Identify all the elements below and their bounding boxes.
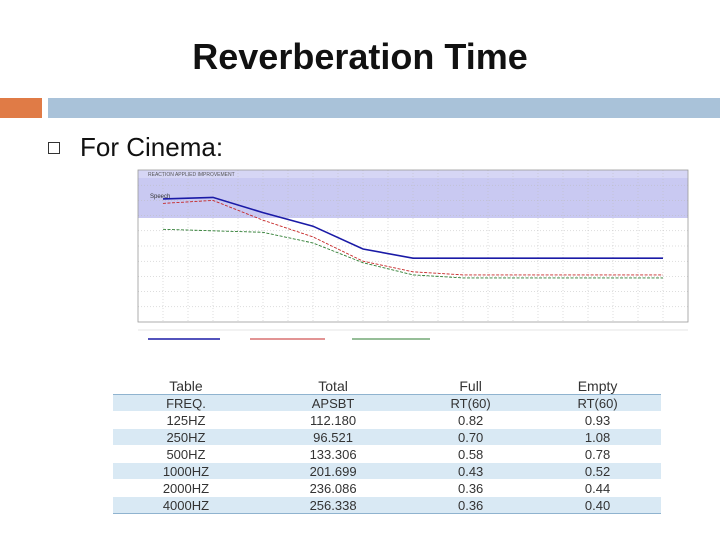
table-cell: 250HZ — [113, 428, 259, 446]
header-total: Total — [258, 378, 408, 395]
rt-chart: REACTION APPLIED IMPROVEMENT Speech — [130, 164, 690, 346]
table-cell: 500HZ — [113, 445, 259, 463]
table-row: 1000HZ 201.699 0.43 0.52 — [113, 462, 661, 480]
table-cell: 0.36 — [407, 479, 535, 497]
table-cell: 0.40 — [534, 496, 661, 514]
series-line-1 — [162, 196, 663, 259]
square-bullet-icon — [48, 141, 60, 154]
bullet-item: For Cinema: — [48, 132, 223, 163]
plot-frame — [137, 169, 689, 323]
table-cell: 133.306 — [258, 445, 408, 463]
slide-title: Reverberation Time — [192, 36, 528, 77]
table-cell: 0.70 — [407, 428, 535, 446]
accent-bar-blue — [48, 98, 720, 118]
table-cell: 96.521 — [258, 428, 408, 446]
table-cell: 0.44 — [534, 479, 661, 497]
table-row: 500HZ 133.306 0.58 0.78 — [113, 445, 661, 463]
table-cell: 0.43 — [407, 462, 535, 480]
chart-grid — [138, 170, 688, 322]
chart-header-text: REACTION APPLIED IMPROVEMENT — [148, 172, 235, 178]
header-table: Table — [113, 378, 259, 395]
table-cell: APSBT — [258, 394, 408, 412]
table-row: 2000HZ 236.086 0.36 0.44 — [113, 479, 661, 497]
table-cell: 2000HZ — [113, 479, 259, 497]
table-row: 125HZ 112.180 0.82 0.93 — [113, 411, 661, 429]
header-empty: Empty — [534, 378, 661, 395]
table-row: FREQ. APSBT RT(60) RT(60) — [113, 394, 661, 412]
table-cell: 201.699 — [258, 462, 408, 480]
table-cell: 0.78 — [534, 445, 661, 463]
bullet-text: For Cinema: — [80, 132, 224, 162]
table-cell: 0.52 — [534, 462, 661, 480]
table-cell: 1000HZ — [113, 462, 259, 480]
table-cell: RT(60) — [534, 394, 661, 412]
rt-table: Table Total Full Empty FREQ. APSBT RT(60… — [113, 378, 661, 514]
table-cell: RT(60) — [407, 394, 535, 412]
table-cell: 0.58 — [407, 445, 535, 463]
table-cell: 4000HZ — [113, 496, 259, 514]
header-full: Full — [407, 378, 535, 395]
series-line-2 — [162, 199, 663, 276]
table-cell: 236.086 — [258, 479, 408, 497]
chart-series — [162, 196, 663, 279]
table-cell: FREQ. — [113, 394, 259, 412]
series-line-3 — [162, 228, 663, 279]
table-row: 4000HZ 256.338 0.36 0.40 — [113, 496, 661, 514]
speech-band-label: Speech — [150, 194, 170, 200]
table-cell: 1.08 — [534, 428, 661, 446]
table-header-row: Table Total Full Empty — [113, 378, 661, 395]
table-cell: 256.338 — [258, 496, 408, 514]
table-cell: 0.36 — [407, 496, 535, 514]
table-cell: 0.93 — [534, 411, 661, 429]
rt-chart-svg: REACTION APPLIED IMPROVEMENT Speech — [130, 164, 690, 346]
table-row: 250HZ 96.521 0.70 1.08 — [113, 428, 661, 446]
table-cell: 125HZ — [113, 411, 259, 429]
table-cell: 0.82 — [407, 411, 535, 429]
accent-bar-orange — [0, 98, 42, 118]
table-cell: 112.180 — [258, 411, 408, 429]
